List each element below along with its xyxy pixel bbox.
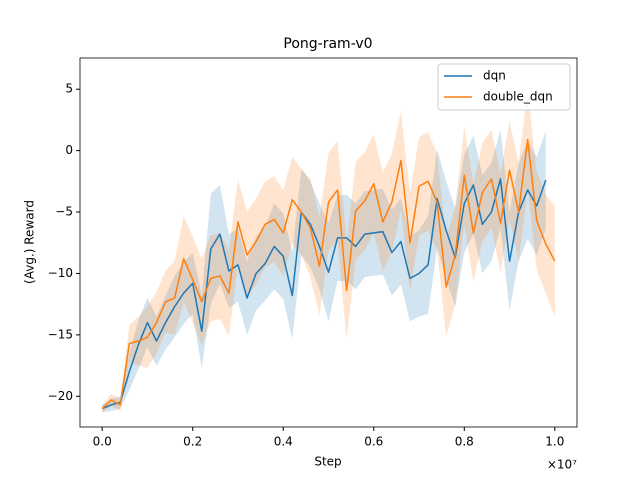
x-offset-label: ×10⁷ bbox=[547, 458, 577, 472]
x-tick-label: 0.8 bbox=[455, 435, 474, 449]
y-tick-label: −20 bbox=[48, 389, 73, 403]
confidence-band bbox=[102, 129, 546, 413]
y-axis-label: (Avg.) Reward bbox=[23, 200, 37, 284]
legend-label: dqn bbox=[483, 69, 506, 83]
x-tick-label: 0.6 bbox=[364, 435, 383, 449]
y-tick-label: 5 bbox=[65, 82, 73, 96]
x-tick-label: 0.2 bbox=[183, 435, 202, 449]
plot-frame bbox=[79, 57, 578, 428]
series-line bbox=[101, 178, 547, 410]
series-line bbox=[101, 138, 556, 410]
x-axis-label: Step bbox=[314, 455, 341, 469]
y-tick-label: −10 bbox=[48, 266, 73, 280]
x-tick-label: 1.0 bbox=[545, 435, 564, 449]
confidence-band bbox=[102, 90, 555, 413]
y-tick-label: −5 bbox=[55, 205, 73, 219]
x-tick-label: 0.4 bbox=[274, 435, 293, 449]
x-tick-label: 0.0 bbox=[93, 435, 112, 449]
chart-title: Pong-ram-v0 bbox=[283, 36, 372, 52]
y-tick-label: −15 bbox=[48, 327, 73, 341]
y-tick-label: 0 bbox=[65, 143, 73, 157]
legend-label: double_dqn bbox=[483, 90, 553, 104]
